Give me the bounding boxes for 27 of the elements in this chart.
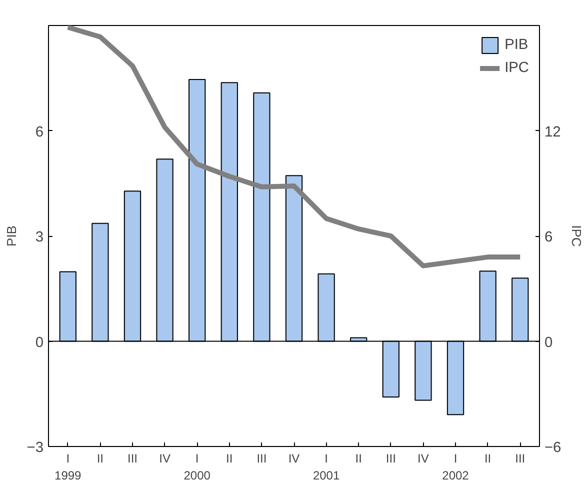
x-tick-label: III <box>127 452 138 466</box>
y2-tick-label: 0 <box>544 334 553 351</box>
y-tick-label: 0 <box>35 334 44 351</box>
y-tick-label: 6 <box>35 124 44 140</box>
x-tick-label: II <box>355 452 362 466</box>
legend-label: IPC <box>504 60 529 76</box>
y-tick-label: −3 <box>26 440 44 456</box>
x-tick-label: I 2000 <box>184 452 211 482</box>
y2-tick-label: −6 <box>544 440 562 456</box>
x-tick-label: I 2001 <box>312 452 340 482</box>
x-tick-label: III <box>515 452 526 466</box>
x-tick-label: IV <box>159 452 170 466</box>
x-tick-label: IV <box>418 452 429 466</box>
x-tick-label: II <box>484 452 492 466</box>
legend-label: PIB <box>504 37 528 53</box>
y2-tick-label: 6 <box>544 230 553 246</box>
x-tick-label: I 1999 <box>54 452 82 482</box>
x-tick-label: II <box>96 452 104 466</box>
y-tick-label: 3 <box>35 230 44 246</box>
x-tick-label: I 2002 <box>442 452 470 482</box>
y2-tick-label: 12 <box>544 124 561 140</box>
x-tick-label: II <box>226 452 233 466</box>
y2-axis-title: IPC <box>569 225 584 247</box>
x-tick-label: III <box>386 452 396 466</box>
x-tick-label: IV <box>288 452 300 466</box>
x-tick-label: III <box>256 452 267 466</box>
y-axis-title: PIB <box>4 226 19 246</box>
